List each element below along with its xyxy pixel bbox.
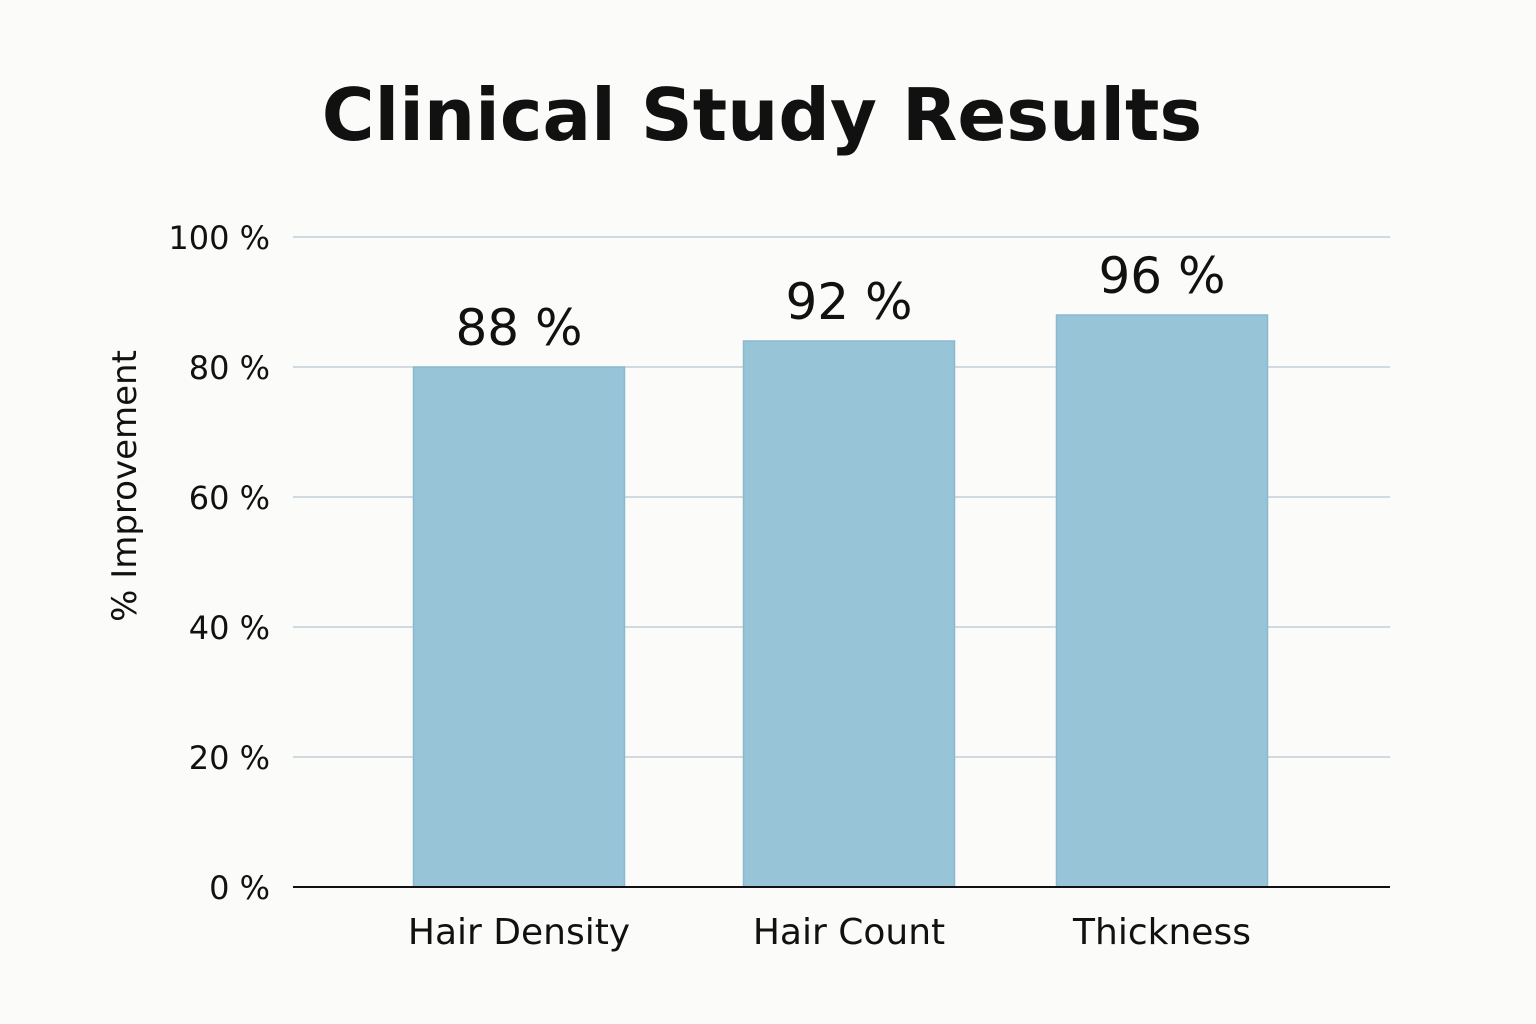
data-label: 88 % xyxy=(455,299,582,357)
chart-title: Clinical Study Results xyxy=(322,73,1203,157)
y-tick-label: 100 % xyxy=(168,219,270,257)
x-tick-label: Thickness xyxy=(1072,912,1251,953)
bars xyxy=(412,314,1269,888)
bar xyxy=(742,340,956,888)
labels: 0 % 20 % 40 % 60 % 80 % 100 % 88 % Hair Density… xyxy=(168,219,1251,953)
data-label: 96 % xyxy=(1098,247,1225,305)
y-tick-label: 40 % xyxy=(189,609,270,647)
y-axis-label: % Improvement xyxy=(105,350,145,622)
y-tick-label: 80 % xyxy=(189,349,270,387)
y-tick-label: 60 % xyxy=(189,479,270,517)
y-tick-label: 20 % xyxy=(189,739,270,777)
x-tick-label: Hair Count xyxy=(753,912,945,953)
bar xyxy=(1055,314,1269,888)
x-tick-label: Hair Density xyxy=(408,912,630,953)
bar xyxy=(412,366,626,888)
y-tick-label: 0 % xyxy=(209,869,270,907)
data-label: 92 % xyxy=(785,273,912,331)
